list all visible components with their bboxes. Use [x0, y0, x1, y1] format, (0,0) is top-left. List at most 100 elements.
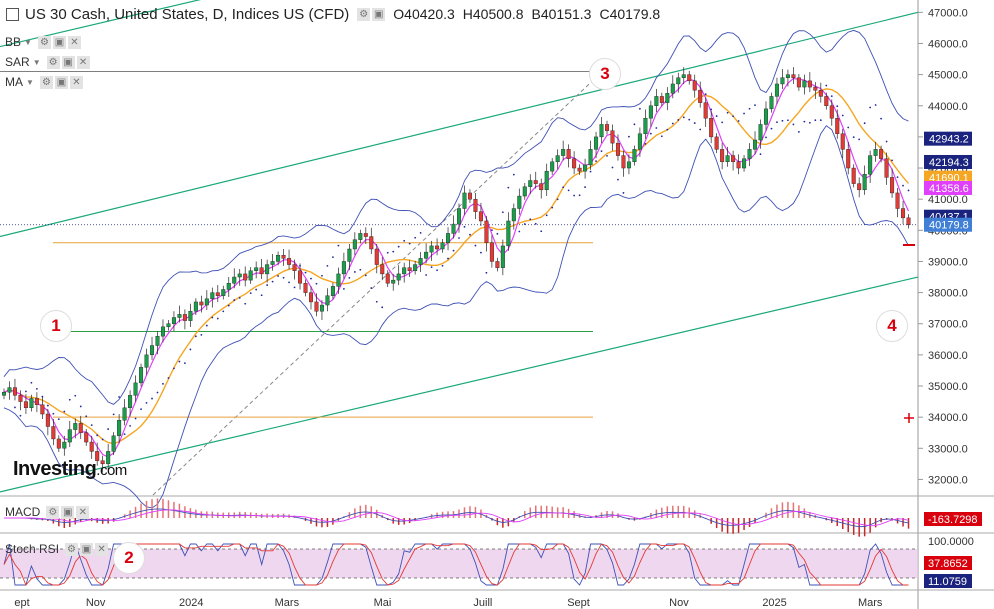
sar-dot [852, 136, 855, 139]
y-tick-label: 37000.0 [928, 319, 968, 331]
chevron-down-icon[interactable]: ▼ [32, 57, 41, 67]
sar-dot [151, 397, 153, 400]
sar-dot [337, 244, 340, 247]
stoch-pane-label[interactable]: Stoch RSI ⚙ ▣ ✕ [5, 542, 109, 556]
candle [215, 285, 220, 302]
sar-dot [556, 198, 559, 201]
macd-pane-label[interactable]: MACD ⚙ ▣ ✕ [5, 505, 90, 519]
indicator-sar[interactable]: SAR ▼ ⚙ ▣ ✕ [5, 55, 90, 69]
candle [89, 435, 94, 459]
y-tick-label: 46000.0 [928, 38, 968, 50]
ma-slow-line [3, 88, 910, 445]
sar-dot [277, 275, 279, 277]
candle [34, 392, 39, 413]
sar-dot [255, 288, 258, 291]
candle [254, 261, 259, 279]
y-tick-label: 47000.0 [928, 7, 968, 19]
macd-tag-bg [924, 512, 982, 526]
chart-header: US 30 Cash, United States, D, Indices US… [0, 0, 668, 28]
copy-icon[interactable]: ▣ [61, 55, 75, 69]
candle [177, 305, 182, 323]
candle [550, 158, 555, 175]
macd-signal [4, 509, 909, 527]
sar-dot [85, 415, 88, 418]
gear-icon[interactable]: ⚙ [46, 55, 60, 69]
candle [84, 428, 89, 446]
sar-dot [671, 122, 674, 125]
sar-dot [162, 382, 164, 385]
sar-dot [830, 95, 833, 98]
gear-icon[interactable]: ⚙ [65, 542, 79, 556]
y-tick-label: 39000.0 [928, 256, 968, 268]
candle [703, 97, 708, 127]
sar-dot [704, 93, 707, 96]
candle [248, 267, 253, 284]
indicator-ma[interactable]: MA ▼ ⚙ ▣ ✕ [5, 75, 83, 89]
gear-icon[interactable]: ⚙ [37, 35, 51, 49]
candle [237, 268, 242, 286]
sar-dot [326, 264, 329, 267]
candle [747, 143, 752, 167]
candle [818, 82, 823, 103]
sar-dot [797, 131, 800, 133]
sar-dot [222, 310, 225, 313]
candle [150, 336, 155, 360]
marker-3: 3 [589, 58, 621, 90]
candle [742, 154, 747, 172]
gear-icon[interactable]: ⚙ [46, 505, 60, 519]
sar-dot [375, 300, 378, 303]
candle [171, 311, 176, 332]
y-tick-label: 36000.0 [928, 350, 968, 362]
candle [7, 381, 12, 400]
candle [133, 375, 138, 402]
stoch-tag-bg [924, 574, 972, 588]
gear-icon[interactable]: ⚙ [39, 75, 53, 89]
collapse-icon[interactable] [6, 7, 19, 21]
candle [45, 409, 50, 436]
candle [807, 72, 812, 93]
candle [182, 309, 187, 330]
candle [796, 73, 801, 91]
chevron-down-icon[interactable]: ▼ [24, 37, 32, 47]
candle [210, 287, 215, 308]
candle [276, 251, 281, 266]
chevron-down-icon[interactable]: ▼ [26, 77, 34, 87]
candle [605, 120, 610, 135]
sar-dot [600, 150, 603, 153]
candle [835, 109, 840, 139]
channel-upper-line [0, 11, 919, 238]
sar-dot [447, 257, 449, 260]
candle [511, 203, 516, 230]
indicator-bb[interactable]: BB ▼ ⚙ ▣ ✕ [5, 35, 81, 49]
close-icon[interactable]: ✕ [67, 35, 81, 49]
sar-dot [545, 214, 548, 217]
candle [506, 212, 511, 251]
candle [862, 165, 867, 195]
candle [769, 92, 774, 113]
sar-dot [184, 362, 186, 365]
copy-icon[interactable]: ▣ [54, 75, 68, 89]
candle [117, 414, 122, 444]
sar-dot [863, 122, 866, 125]
ma-fast-line [3, 77, 910, 458]
gear-icon[interactable]: ⚙ [357, 7, 371, 21]
close-icon[interactable]: ✕ [95, 542, 109, 556]
copy-icon[interactable]: ▣ [61, 505, 75, 519]
candle [731, 150, 736, 171]
copy-icon[interactable]: ▣ [80, 542, 94, 556]
candle [287, 249, 292, 270]
sar-dot [501, 211, 504, 214]
copy-icon[interactable]: ▣ [372, 7, 386, 21]
candle [873, 141, 878, 162]
close-icon[interactable]: ✕ [76, 505, 90, 519]
sar-dot [118, 396, 121, 398]
close-icon[interactable]: ✕ [69, 75, 83, 89]
close-icon[interactable]: ✕ [76, 55, 90, 69]
copy-icon[interactable]: ▣ [52, 35, 66, 49]
candle [51, 419, 56, 446]
candle [407, 260, 412, 278]
candle [270, 253, 275, 271]
sar-dot [529, 218, 532, 221]
sar-dot [748, 107, 751, 110]
